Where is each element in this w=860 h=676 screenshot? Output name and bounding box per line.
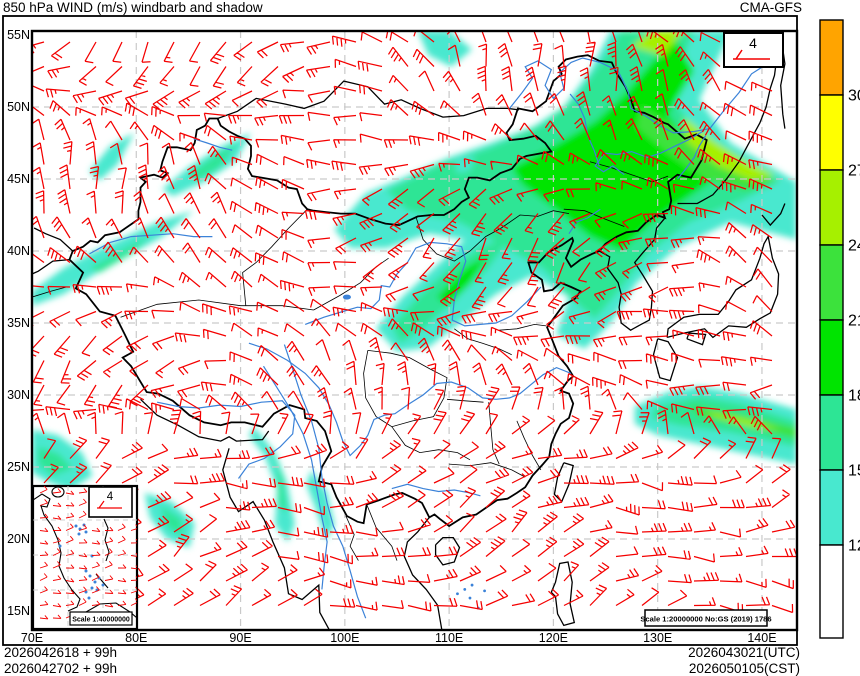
lat-tick-label: 35N xyxy=(7,316,30,330)
windbarb-legend: 4 xyxy=(723,32,784,68)
lat-tick-label: 45N xyxy=(7,172,30,186)
colorbar-tick-label: 21 xyxy=(848,313,860,330)
valid-time-utc: 2026043021(UTC) xyxy=(688,645,800,660)
init-time-cst: 2026042702 + 99h xyxy=(4,661,117,676)
lon-tick-label: 100E xyxy=(330,631,359,645)
lon-tick-label: 120E xyxy=(539,631,568,645)
lat-tick-label: 30N xyxy=(7,388,30,402)
colorbar-tick-label: 27 xyxy=(848,163,860,180)
inset-wind-barbs xyxy=(39,486,137,620)
chart-title: 850 hPa WIND (m/s) windbarb and shadow xyxy=(3,0,263,15)
lon-tick-label: 110E xyxy=(435,631,463,645)
lat-tick-label: 50N xyxy=(7,100,30,114)
colorbar: 30 27 24 21 18 15 12 xyxy=(819,19,860,639)
inset-legend-barb-value: 4 xyxy=(107,491,114,503)
valid-time-cst: 2026050105(CST) xyxy=(688,661,800,676)
lat-tick-label: 40N xyxy=(7,244,30,258)
map-frame xyxy=(30,29,799,632)
wind-speed-shading xyxy=(32,31,797,548)
inset-scale-label: Scale 1:40000000 xyxy=(72,617,130,624)
colorbar-tick-label: 15 xyxy=(848,463,860,480)
inset-legend-barb-icon xyxy=(97,500,122,509)
lat-tick-label: 20N xyxy=(7,532,30,546)
colorbar-segment xyxy=(819,244,844,321)
colorbar-tick-label: 18 xyxy=(848,388,860,405)
colorbar-segment xyxy=(819,94,844,171)
colorbar-segment xyxy=(819,169,844,246)
map-layers xyxy=(32,31,797,630)
legend-barb-icon xyxy=(733,49,770,60)
legend-barb-value: 4 xyxy=(749,35,757,51)
lon-tick-label: 70E xyxy=(21,631,43,645)
colorbar-tick-label: 30 xyxy=(848,88,860,105)
lon-tick-label: 90E xyxy=(229,631,251,645)
model-label: CMA-GFS xyxy=(739,0,802,15)
geography xyxy=(32,42,786,630)
colorbar-segment xyxy=(819,469,844,546)
colorbar-segment xyxy=(819,544,844,639)
colorbar-segment xyxy=(819,19,844,96)
lat-tick-label: 25N xyxy=(7,460,30,474)
init-time-utc: 2026042618 + 99h xyxy=(4,645,117,660)
colorbar-tick-label: 12 xyxy=(848,538,860,555)
lon-tick-label: 130E xyxy=(643,631,672,645)
graticule xyxy=(32,31,797,630)
lat-tick-label: 15N xyxy=(7,604,30,618)
lat-tick-label: 55N xyxy=(7,28,30,42)
map-scale-box: Scale 1:20000000 No:GS (2019) 1786 xyxy=(640,609,772,627)
colorbar-segment xyxy=(819,394,844,471)
south-china-sea-inset: 4 Scale 1:40000000 xyxy=(31,484,139,631)
colorbar-tick-label: 24 xyxy=(848,238,860,255)
colorbar-segment xyxy=(819,319,844,396)
map-scale-label: Scale 1:20000000 No:GS (2019) 1786 xyxy=(640,615,771,624)
lon-tick-label: 80E xyxy=(125,631,147,645)
lon-tick-label: 140E xyxy=(747,631,776,645)
axis-labels: 70E 80E 90E 100E 110E 120E 130E 140E 55N 50N 45N 40… xyxy=(7,28,776,645)
